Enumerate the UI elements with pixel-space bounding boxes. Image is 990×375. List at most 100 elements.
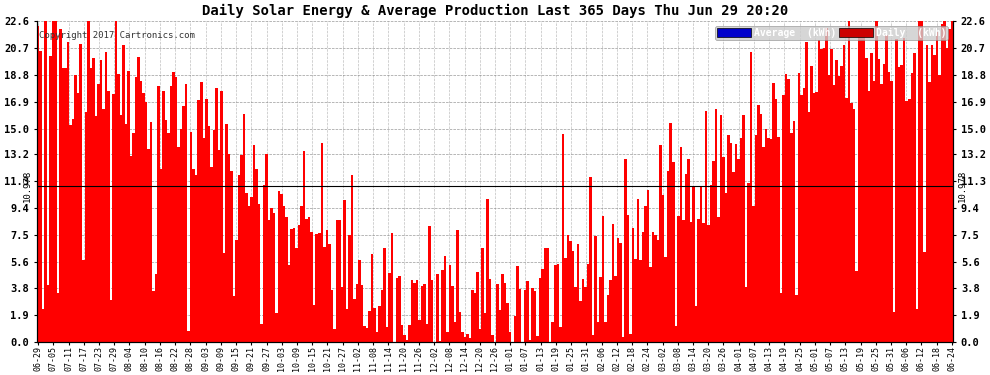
Bar <box>215 88 218 342</box>
Bar <box>850 103 852 342</box>
Bar <box>901 65 903 342</box>
Bar <box>328 244 331 342</box>
Bar <box>749 52 752 342</box>
Bar <box>172 72 175 342</box>
Bar <box>674 326 677 342</box>
Bar <box>293 228 295 342</box>
Bar <box>584 287 587 342</box>
Bar <box>833 85 836 342</box>
Bar <box>355 284 358 342</box>
Bar <box>112 94 115 342</box>
Bar <box>246 193 248 342</box>
Bar <box>102 110 105 342</box>
Bar <box>793 121 795 342</box>
Bar <box>868 91 870 342</box>
Bar <box>451 286 453 342</box>
Bar <box>918 21 921 342</box>
Bar <box>735 144 738 342</box>
Bar <box>154 273 157 342</box>
Bar <box>950 21 953 342</box>
Bar <box>316 234 318 342</box>
Bar <box>818 40 820 342</box>
Bar <box>110 300 112 342</box>
Bar <box>847 21 850 342</box>
Bar <box>697 219 700 342</box>
Bar <box>373 308 376 342</box>
Bar <box>544 248 546 342</box>
Bar <box>632 228 635 342</box>
Bar <box>170 86 172 342</box>
Bar <box>429 226 431 342</box>
Text: 10.978: 10.978 <box>23 170 33 202</box>
Bar <box>298 225 300 342</box>
Bar <box>923 252 926 342</box>
Bar <box>363 326 365 342</box>
Bar <box>446 332 448 342</box>
Bar <box>37 26 40 342</box>
Bar <box>723 157 725 342</box>
Bar <box>311 232 313 342</box>
Bar <box>682 220 684 342</box>
Bar <box>471 290 473 342</box>
Bar <box>262 185 265 342</box>
Bar <box>499 310 501 342</box>
Bar <box>790 133 793 342</box>
Bar <box>725 193 728 342</box>
Bar <box>863 34 865 342</box>
Bar <box>353 298 355 342</box>
Bar <box>165 120 167 342</box>
Bar <box>321 143 323 342</box>
Bar <box>388 273 391 342</box>
Bar <box>468 338 471 342</box>
Bar <box>667 171 669 342</box>
Bar <box>712 161 715 342</box>
Bar <box>77 93 79 342</box>
Bar <box>95 116 97 342</box>
Bar <box>265 154 267 342</box>
Bar <box>84 111 87 342</box>
Bar <box>348 235 350 342</box>
Bar <box>210 167 213 342</box>
Bar <box>838 76 841 342</box>
Bar <box>444 256 446 342</box>
Bar <box>614 276 617 342</box>
Bar <box>333 328 336 342</box>
Bar <box>45 21 47 342</box>
Bar <box>740 138 742 342</box>
Bar <box>720 115 723 342</box>
Bar <box>159 169 162 342</box>
Bar <box>381 290 383 342</box>
Bar <box>479 329 481 342</box>
Bar <box>916 309 918 342</box>
Bar <box>754 135 757 342</box>
Bar <box>931 45 934 342</box>
Bar <box>205 99 208 342</box>
Bar <box>69 125 72 342</box>
Bar <box>223 253 225 342</box>
Bar <box>742 115 744 342</box>
Bar <box>441 270 444 342</box>
Bar <box>138 57 140 342</box>
Bar <box>679 147 682 342</box>
Bar <box>346 309 348 342</box>
Bar <box>576 244 579 342</box>
Bar <box>519 290 522 342</box>
Bar <box>695 306 697 342</box>
Bar <box>529 340 532 342</box>
Bar <box>642 232 644 342</box>
Bar <box>122 45 125 342</box>
Bar <box>785 74 787 342</box>
Bar <box>368 311 370 342</box>
Bar <box>760 114 762 342</box>
Bar <box>865 58 868 342</box>
Bar <box>617 238 620 342</box>
Bar <box>476 272 479 342</box>
Bar <box>278 190 280 342</box>
Bar <box>684 174 687 342</box>
Bar <box>652 232 654 342</box>
Bar <box>940 24 943 342</box>
Bar <box>561 134 564 342</box>
Bar <box>82 260 84 342</box>
Bar <box>733 172 735 342</box>
Bar <box>620 243 622 342</box>
